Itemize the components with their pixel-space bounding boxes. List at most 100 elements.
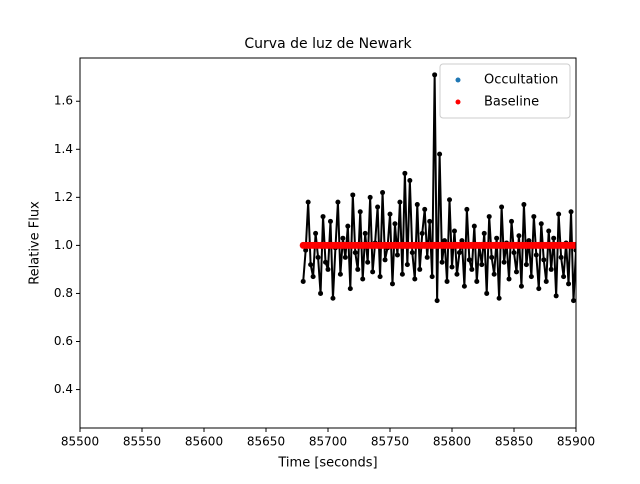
y-tick-label: 1.2 [54,190,73,204]
data-point [404,262,410,268]
data-point [501,259,507,265]
legend-marker [455,77,461,83]
plot-area [299,72,576,304]
x-tick-label: 85800 [433,435,471,449]
data-point [543,278,549,284]
legend-label: Baseline [484,95,539,110]
y-tick-label: 0.4 [54,382,73,396]
data-point [377,274,383,280]
data-point [447,197,453,203]
data-point [375,204,381,210]
data-point [327,218,333,224]
data-point [566,281,572,287]
data-point [429,274,435,280]
x-axis-label: Time [seconds] [277,456,377,471]
data-point [461,283,467,289]
data-point [571,298,576,304]
data-point [466,257,472,263]
data-point [531,214,537,220]
chart-title: Curva de luz de Newark [244,36,412,52]
data-point [320,214,326,220]
data-point [568,209,574,215]
y-tick-label: 1.4 [54,142,73,156]
data-point [523,262,529,268]
legend-marker [455,99,461,105]
data-point [464,206,470,212]
data-point [387,211,393,217]
data-point [350,192,356,198]
data-point [337,271,343,277]
data-point [342,254,348,260]
legend-label: Occultation [484,73,558,88]
data-point [538,221,544,227]
data-point [526,238,532,244]
data-point [427,218,433,224]
data-point [402,170,408,176]
data-point [345,223,351,229]
data-point [556,211,562,217]
x-tick-label: 85650 [247,435,285,449]
data-point [456,250,462,256]
x-tick-label: 85850 [495,435,533,449]
data-point [521,202,527,208]
data-point [355,266,361,272]
data-point [335,199,341,205]
data-point [491,271,497,277]
plot-frame [79,57,577,429]
data-point [573,247,576,253]
data-point [548,266,554,272]
data-point [551,235,557,241]
data-point [437,151,443,157]
data-point [360,276,366,282]
y-tick-label: 0.6 [54,334,73,348]
data-point [357,209,363,215]
x-tick-label: 85750 [371,435,409,449]
data-point [389,281,395,287]
data-point [449,264,455,270]
data-point [303,247,309,253]
y-tick-label: 1.6 [54,94,73,108]
data-point [399,271,405,277]
data-point [509,218,515,224]
legend-box [439,63,571,119]
data-point [459,238,465,244]
data-point [318,290,324,296]
y-tick-label: 0.8 [54,286,73,300]
data-point [513,269,519,275]
data-point [365,259,371,265]
data-point [300,278,306,284]
data-point [516,233,522,239]
data-point [407,178,413,184]
data-point [558,254,564,260]
data-point [486,214,492,220]
y-tick-label: 1.0 [54,238,73,252]
data-point [489,254,495,260]
data-point [417,266,423,272]
data-point [394,252,400,258]
data-point [479,262,485,268]
data-point [419,230,425,236]
data-point [444,278,450,284]
x-tick-label: 85700 [309,435,347,449]
series-point [572,241,576,249]
data-point [409,250,415,256]
data-point [484,290,490,296]
data-point [451,228,457,234]
data-point [528,274,534,280]
data-point [432,72,438,78]
data-point [511,250,517,256]
data-point [315,254,321,260]
data-point [310,274,316,280]
data-point [362,230,368,236]
data-point [474,278,480,284]
x-tick-label: 85500 [61,435,99,449]
data-point [533,252,539,258]
data-point [536,286,542,292]
data-point [414,202,420,208]
data-point [439,259,445,265]
data-point [397,199,403,205]
data-point [434,298,440,304]
data-point [518,283,524,289]
data-point [546,228,552,234]
